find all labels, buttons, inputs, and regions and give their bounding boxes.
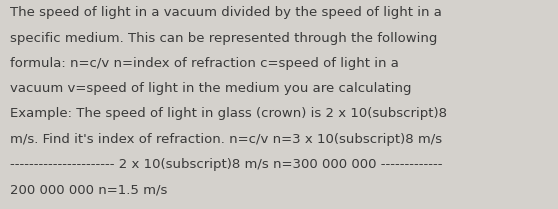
Text: specific medium. This can be represented through the following: specific medium. This can be represented… (10, 32, 437, 45)
Text: The speed of light in a vacuum divided by the speed of light in a: The speed of light in a vacuum divided b… (10, 6, 442, 19)
Text: 200 000 000 n=1.5 m/s: 200 000 000 n=1.5 m/s (10, 183, 167, 196)
Text: formula: n=c/v n=index of refraction c=speed of light in a: formula: n=c/v n=index of refraction c=s… (10, 57, 399, 70)
Text: Example: The speed of light in glass (crown) is 2 x 10(subscript)8: Example: The speed of light in glass (cr… (10, 107, 447, 120)
Text: ---------------------- 2 x 10(subscript)8 m/s n=300 000 000 -------------: ---------------------- 2 x 10(subscript)… (10, 158, 442, 171)
Text: vacuum v=speed of light in the medium you are calculating: vacuum v=speed of light in the medium yo… (10, 82, 412, 95)
Text: m/s. Find it's index of refraction. n=c/v n=3 x 10(subscript)8 m/s: m/s. Find it's index of refraction. n=c/… (10, 133, 442, 146)
